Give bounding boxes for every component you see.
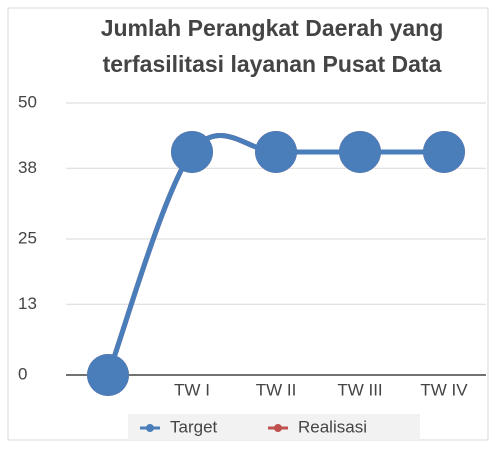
chart-frame [7,7,489,441]
x-tick-label: TW II [256,380,297,399]
chart-title: Jumlah Perangkat Daerah yang [101,15,444,41]
point-marker [171,130,213,173]
point-marker [87,354,129,396]
x-tick-label: TW I [174,380,210,399]
legend-marker [274,424,282,432]
y-tick-label: 0 [18,364,27,383]
x-tick-label: TW IV [420,380,468,399]
point-marker [255,130,297,173]
legend-label: Realisasi [298,417,367,436]
y-tick-label: 13 [18,294,37,313]
x-tick-label: TW III [337,380,382,399]
legend-marker [146,424,154,432]
y-tick-label: 50 [18,92,37,111]
point-marker [423,130,465,173]
chart-title: terfasilitasi layanan Pusat Data [103,51,442,77]
legend-label: Target [170,417,218,436]
y-tick-label: 25 [18,228,37,247]
point-marker [339,130,381,173]
y-tick-label: 38 [18,158,37,177]
